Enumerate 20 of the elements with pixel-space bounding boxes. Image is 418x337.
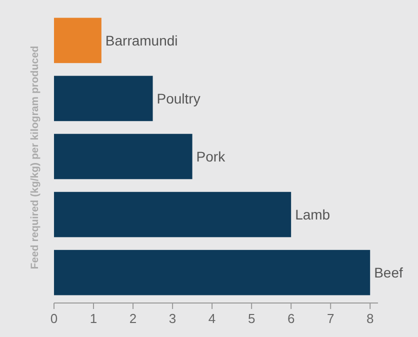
y-tick-label: Barramundi: [105, 32, 178, 48]
x-tick-label: 8: [366, 311, 374, 326]
y-tick-label: Pork: [196, 148, 226, 164]
x-tick-label: 4: [208, 311, 216, 326]
bar: [54, 134, 192, 180]
y-tick-label: Lamb: [295, 206, 330, 222]
x-tick-label: 7: [326, 311, 334, 326]
bar: [54, 18, 102, 64]
x-tick-label: 3: [168, 311, 176, 326]
y-axis-title: Feed required (kg/kg) per kilogram produced: [29, 46, 41, 270]
x-tick-label: 1: [90, 311, 98, 326]
y-tick-label: Beef: [374, 264, 404, 280]
x-tick-label: 2: [129, 311, 137, 326]
bar: [54, 250, 370, 296]
bar: [54, 76, 153, 122]
y-tick-label: Poultry: [156, 90, 200, 106]
bar: [54, 192, 292, 238]
x-tick-label: 0: [50, 311, 58, 326]
x-tick-label: 6: [287, 311, 295, 326]
x-tick-label: 5: [248, 311, 256, 326]
